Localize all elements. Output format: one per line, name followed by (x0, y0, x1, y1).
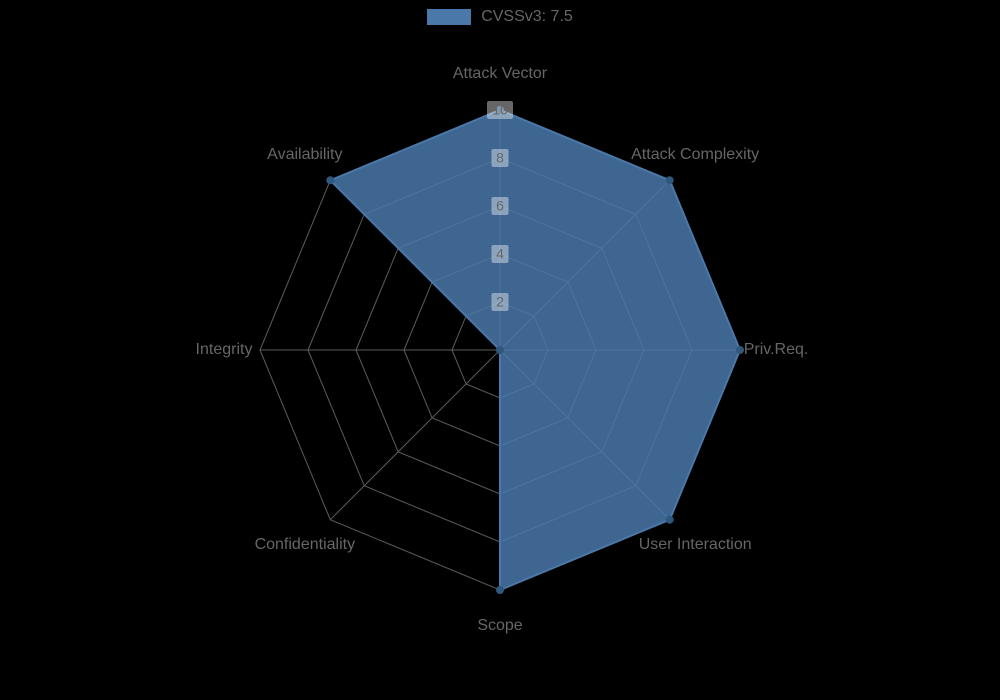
svg-text:6: 6 (496, 198, 504, 214)
radar-chart-container: CVSSv3: 7.5 246810 Attack VectorAttack C… (0, 0, 1000, 700)
svg-text:10: 10 (492, 102, 508, 118)
svg-text:2: 2 (496, 294, 504, 310)
radar-chart-svg: 2 4 6 8 10 (0, 0, 1000, 700)
svg-text:8: 8 (496, 150, 504, 166)
svg-text:4: 4 (496, 246, 504, 262)
